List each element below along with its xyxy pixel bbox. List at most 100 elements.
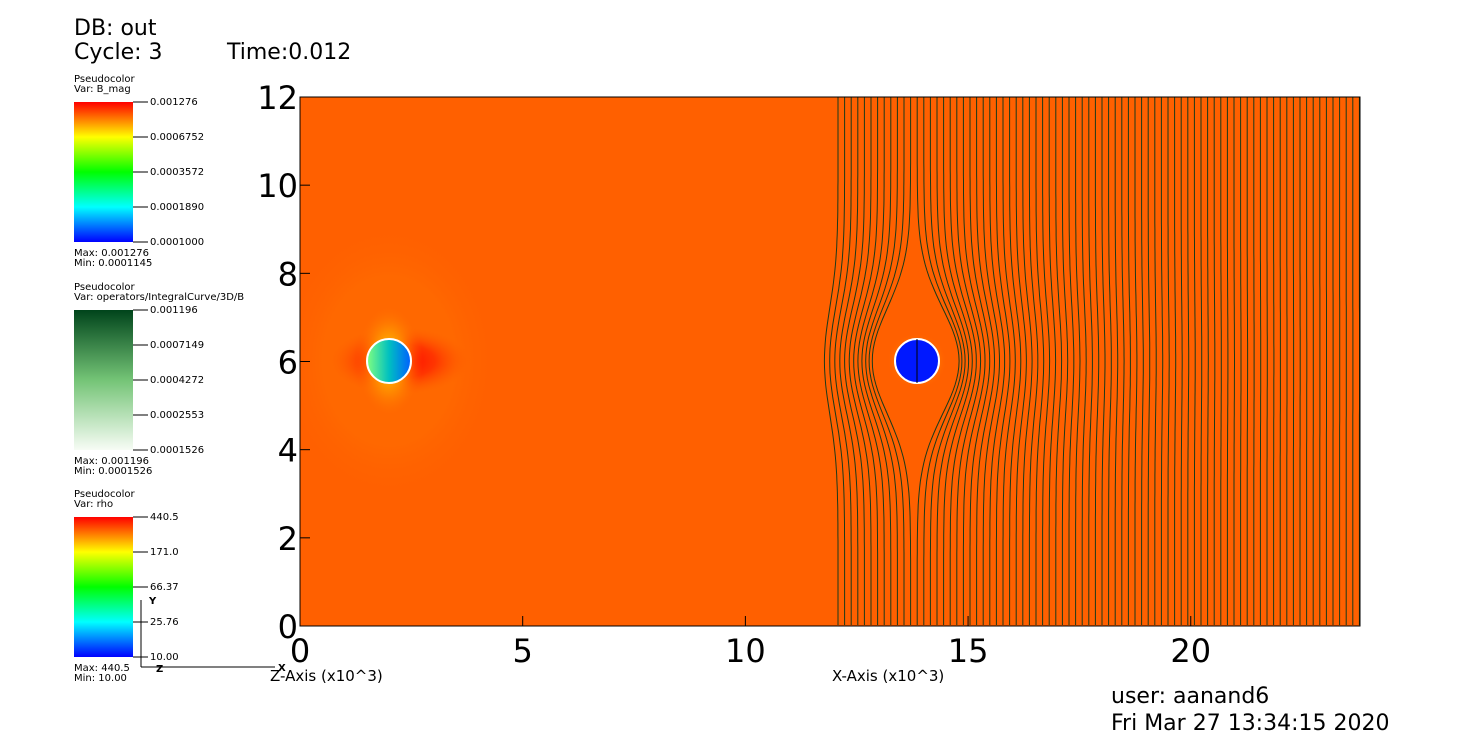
streamline — [1002, 97, 1016, 625]
streamline — [823, 97, 839, 625]
streamline — [1081, 97, 1087, 625]
streamline — [976, 97, 996, 625]
legend-max: Max: 0.001276 — [74, 248, 149, 259]
colorbar — [74, 310, 133, 450]
colorbar — [74, 517, 133, 657]
streamline — [1101, 97, 1106, 625]
streamline — [962, 97, 986, 625]
colorbar-label: 0.0001526 — [150, 445, 204, 456]
y-tick-label: 2 — [278, 520, 298, 558]
streamline — [865, 97, 898, 625]
streamline — [1174, 97, 1177, 625]
z-axis-label: Z-Axis (x10^3) — [270, 667, 383, 685]
streamline — [1048, 97, 1057, 625]
legend-min: Min: 0.0001145 — [74, 258, 152, 269]
colorbar-label: 10.00 — [150, 652, 179, 663]
db-label: DB: out — [74, 16, 157, 41]
y-tick-label: 6 — [278, 344, 298, 382]
streamline — [949, 97, 977, 625]
streamline — [844, 97, 865, 625]
legend-plot: Pseudocolor — [74, 74, 136, 85]
user-label: user: aanand6 — [1111, 684, 1269, 709]
streamline — [1075, 97, 1081, 625]
plot-area — [300, 97, 1360, 626]
streamline — [1068, 97, 1075, 625]
x-tick-label: 20 — [1170, 632, 1211, 670]
streamline — [1088, 97, 1093, 625]
x-axis-label: X-Axis (x10^3) — [832, 667, 944, 685]
x-tick-label: 10 — [725, 632, 766, 670]
colorbar-label: 440.5 — [150, 512, 179, 523]
streamline — [861, 97, 892, 625]
colorbar — [74, 102, 133, 242]
colorbar-label: 0.001196 — [150, 305, 198, 316]
legend-max: Max: 0.001196 — [74, 456, 149, 467]
streamline — [936, 97, 970, 625]
streamline — [853, 97, 879, 625]
colorbar-label: 0.0006752 — [150, 132, 204, 143]
time-label: Time:0.012 — [226, 40, 351, 65]
streamline — [1061, 97, 1069, 625]
streamline — [1035, 97, 1045, 625]
y-tick-label: 0 — [278, 608, 298, 646]
axes: 0 5 10 15 20 0 2 4 6 8 10 12 — [257, 79, 1361, 670]
streamline — [1154, 97, 1157, 625]
streamline — [916, 97, 960, 625]
colorbar-label: 0.0001000 — [150, 237, 204, 248]
colorbar-label: 0.0003572 — [150, 167, 204, 178]
streamline — [839, 97, 859, 625]
streamline — [1147, 97, 1151, 625]
colorbar-label: 66.37 — [150, 582, 179, 593]
streamline — [1121, 97, 1125, 625]
colorbar-label: 171.0 — [150, 547, 179, 558]
streamline — [1022, 97, 1033, 625]
triad-z: Z — [156, 664, 163, 675]
y-tick-label: 8 — [278, 255, 298, 293]
streamline — [1009, 97, 1022, 625]
legend-var: Var: rho — [74, 499, 113, 510]
streamline — [1094, 97, 1100, 625]
streamline — [1055, 97, 1063, 625]
y-tick-label: 12 — [257, 79, 298, 117]
colorbar-label: 0.0007149 — [150, 340, 204, 351]
streamline — [1207, 97, 1209, 625]
streamline — [1180, 97, 1183, 625]
streamline — [1108, 97, 1112, 625]
streamline — [956, 97, 982, 625]
colorbar-label: 0.0002553 — [150, 410, 204, 421]
triad: Y X Z — [140, 596, 286, 675]
triad-x: X — [278, 663, 286, 674]
streamline — [1127, 97, 1131, 625]
colorbar-label: 0.0001890 — [150, 202, 204, 213]
streamline — [1167, 97, 1170, 625]
legend-max: Max: 440.5 — [74, 663, 130, 674]
x-tick-label: 0 — [290, 632, 310, 670]
streamline — [1213, 97, 1216, 625]
streamline — [1187, 97, 1190, 625]
colorbar-label: 25.76 — [150, 617, 179, 628]
streamline — [1233, 97, 1235, 625]
streamline — [923, 97, 963, 625]
legend-var: Var: operators/IntegralCurve/3D/B — [74, 292, 244, 303]
streamline — [1226, 97, 1229, 625]
streamline — [834, 97, 852, 625]
x-tick-label: 5 — [513, 632, 533, 670]
streamline — [857, 97, 885, 625]
streamline — [1160, 97, 1164, 625]
streamline — [989, 97, 1006, 625]
streamline — [871, 97, 912, 625]
streamlines — [823, 97, 1360, 625]
x-tick-label: 15 — [948, 632, 989, 670]
colorbar-label: 0.0004272 — [150, 375, 204, 386]
streamline — [995, 97, 1011, 625]
streamline — [929, 97, 966, 625]
streamline — [1200, 97, 1203, 625]
streamline — [1134, 97, 1138, 625]
colorbar-label: 0.001276 — [150, 97, 198, 108]
streamline — [848, 97, 872, 625]
legend-min: Min: 0.0001526 — [74, 466, 152, 477]
triad-y: Y — [148, 596, 157, 607]
streamline — [1141, 97, 1144, 625]
